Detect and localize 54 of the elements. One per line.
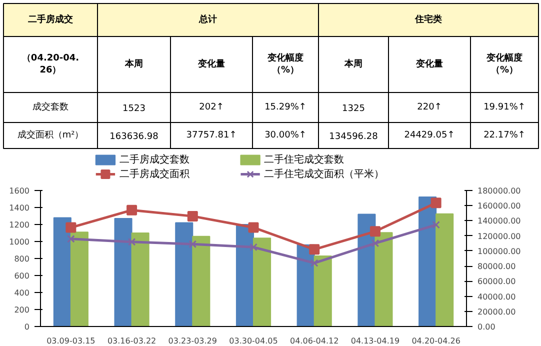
text: 变化量 (415, 58, 443, 70)
text: 变化幅度（%） (486, 52, 522, 76)
x-tick-label: 03.23-03.29 (168, 336, 217, 346)
y-tick-label: 1600 (9, 186, 30, 196)
y2-tick-label: 40000.00 (478, 292, 516, 302)
text: 134596.28 (329, 132, 378, 142)
x-tick-label: 04.13-04.19 (350, 336, 400, 346)
text: 202↑ (199, 102, 224, 112)
y2-tick-label: 80000.00 (478, 262, 516, 272)
y2-tick-label: 160000.00 (478, 202, 521, 211)
y2-tick-label: 120000.00 (478, 232, 521, 241)
y2-tick-label: 100000.00 (478, 246, 521, 256)
text: 19.91%↑ (484, 102, 526, 112)
text: 变化幅度（%） (266, 52, 304, 76)
y-tick-label: 600 (14, 272, 30, 280)
y-tick-label: 400 (14, 288, 30, 298)
x-tick-label: 04.20-04.26 (412, 336, 460, 346)
y-tick-label: 1000 (9, 238, 30, 246)
y-tick-label: 0 (24, 322, 30, 332)
text: 24429.05↑ (404, 130, 455, 140)
y2-tick-label: 140000.00 (478, 216, 521, 226)
legend-label: 二手房成交面积 (119, 168, 190, 180)
text: 1325 (342, 104, 365, 114)
text: 总计 (198, 14, 217, 25)
text: 30.00%↑ (264, 130, 306, 140)
y2-tick-label: 0.00 (478, 322, 496, 332)
y-tick-label: 1200 (9, 220, 30, 230)
legend-label: 二手房成交套数 (119, 154, 190, 166)
x-tick-label: 03.16-03.22 (107, 336, 156, 346)
y2-tick-label: 180000.00 (478, 186, 521, 196)
y-tick-label: 200 (14, 306, 30, 314)
text: 二手房成交 (28, 14, 73, 25)
text: 住宅类 (414, 14, 442, 25)
text: （04.20-04.26） (22, 54, 80, 76)
text: 变化量 (197, 58, 225, 70)
text: 成交面积（m²） (17, 130, 84, 140)
text: 15.29%↑ (264, 102, 306, 112)
text: 163636.98 (110, 132, 159, 142)
x-tick-label: 03.30-04.05 (229, 336, 278, 346)
y-tick-label: 800 (14, 254, 30, 264)
y2-tick-label: 60000.00 (478, 277, 516, 286)
text: 37757.81↑ (186, 130, 237, 140)
text: 本周 (124, 58, 143, 70)
legend-label: 二手住宅成交面积（平米） (264, 168, 384, 180)
text: 1523 (122, 104, 146, 114)
text: 成交套数 (32, 102, 68, 112)
y2-tick-label: 20000.00 (478, 307, 516, 316)
legend-label: 二手住宅成交套数 (264, 154, 344, 166)
y-tick-label: 1400 (9, 204, 30, 212)
x-tick-label: 04.06-04.12 (290, 336, 339, 346)
text: 22.17%↑ (484, 130, 526, 140)
x-tick-label: 03.09-03.15 (46, 336, 96, 346)
text: 本周 (344, 58, 362, 70)
text: 220↑ (417, 102, 442, 112)
